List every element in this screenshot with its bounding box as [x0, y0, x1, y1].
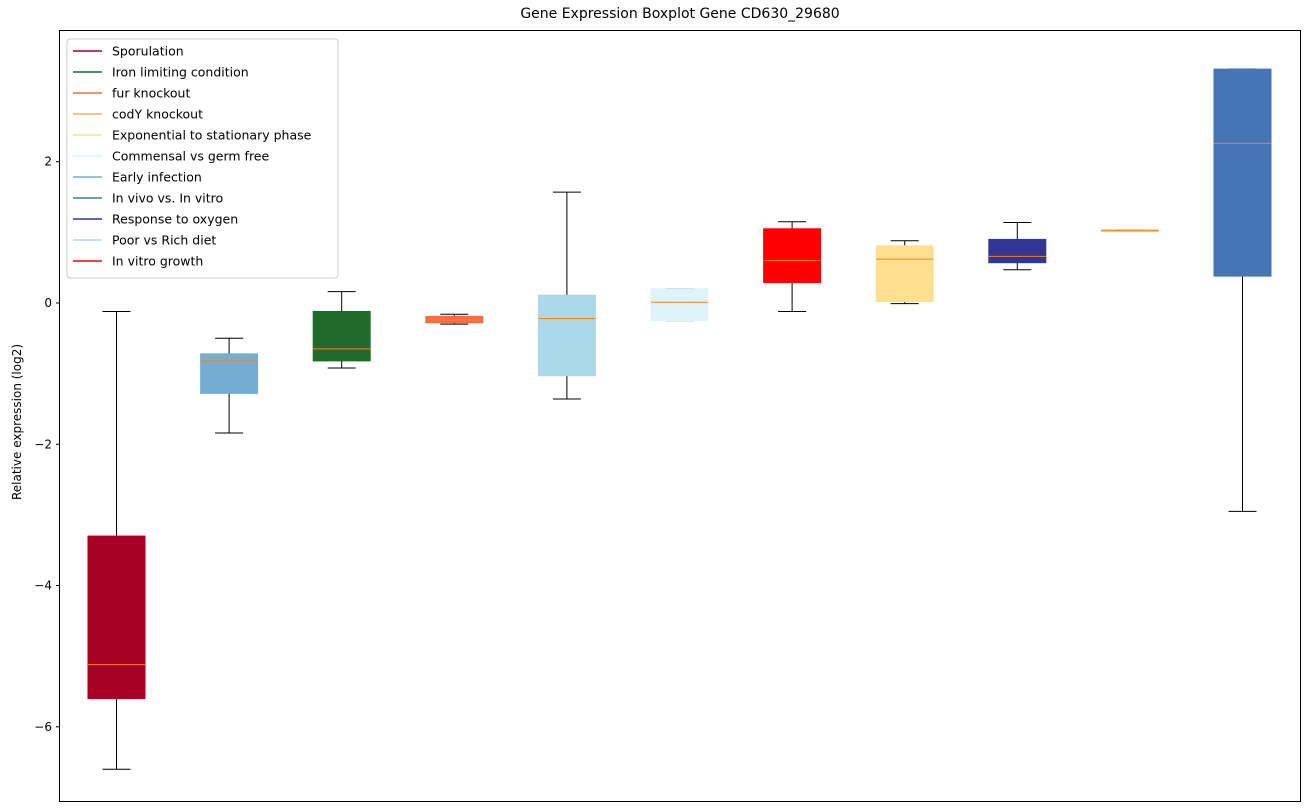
- box-9: [988, 221, 1047, 271]
- legend-entry: In vitro growth: [112, 254, 203, 269]
- y-tick-label: −2: [34, 437, 52, 451]
- box-5: [537, 191, 596, 400]
- box-body: [200, 353, 259, 394]
- box-body: [763, 228, 822, 283]
- box-body: [1213, 68, 1272, 277]
- y-tick-label: −4: [34, 579, 52, 593]
- y-tick-label: 0: [44, 296, 52, 310]
- legend-entry: Response to oxygen: [112, 212, 238, 227]
- box-1: [87, 310, 146, 770]
- y-tick-label: −6: [34, 720, 52, 734]
- y-axis-label: Relative expression (log2): [10, 344, 24, 500]
- box-11: [1213, 68, 1272, 512]
- legend-entry: fur knockout: [112, 86, 190, 101]
- box-8: [875, 240, 934, 305]
- legend-entry: Exponential to stationary phase: [112, 128, 312, 143]
- box-body: [87, 535, 146, 700]
- legend-entry: codY knockout: [112, 107, 203, 122]
- plot-frame: [59, 30, 1301, 802]
- box-body: [875, 245, 934, 303]
- box-4: [425, 313, 484, 325]
- legend-frame: [66, 38, 339, 279]
- box-body: [537, 294, 596, 377]
- chart-title: Gene Expression Boxplot Gene CD630_29680: [520, 6, 839, 22]
- legend-entry: Sporulation: [112, 44, 184, 59]
- legend-entry: Early infection: [112, 170, 202, 185]
- box-3: [312, 291, 371, 369]
- legend-entry: Poor vs Rich diet: [112, 233, 216, 248]
- box-7: [763, 221, 822, 312]
- boxes-layer: [87, 68, 1272, 770]
- box-2: [200, 337, 259, 434]
- box-body: [988, 238, 1047, 264]
- box-body: [312, 310, 371, 362]
- box-10: [1100, 229, 1159, 232]
- y-axis: −6 −4 −2 0 2: [34, 155, 60, 734]
- legend-entry: In vivo vs. In vitro: [112, 191, 223, 206]
- legend: Sporulation Iron limiting condition fur kn…: [66, 38, 339, 279]
- legend-entry: Commensal vs germ free: [112, 149, 269, 164]
- legend-entry: Iron limiting condition: [112, 65, 249, 80]
- y-tick-label: 2: [44, 155, 52, 169]
- box-6: [650, 288, 709, 322]
- box-body: [650, 288, 709, 322]
